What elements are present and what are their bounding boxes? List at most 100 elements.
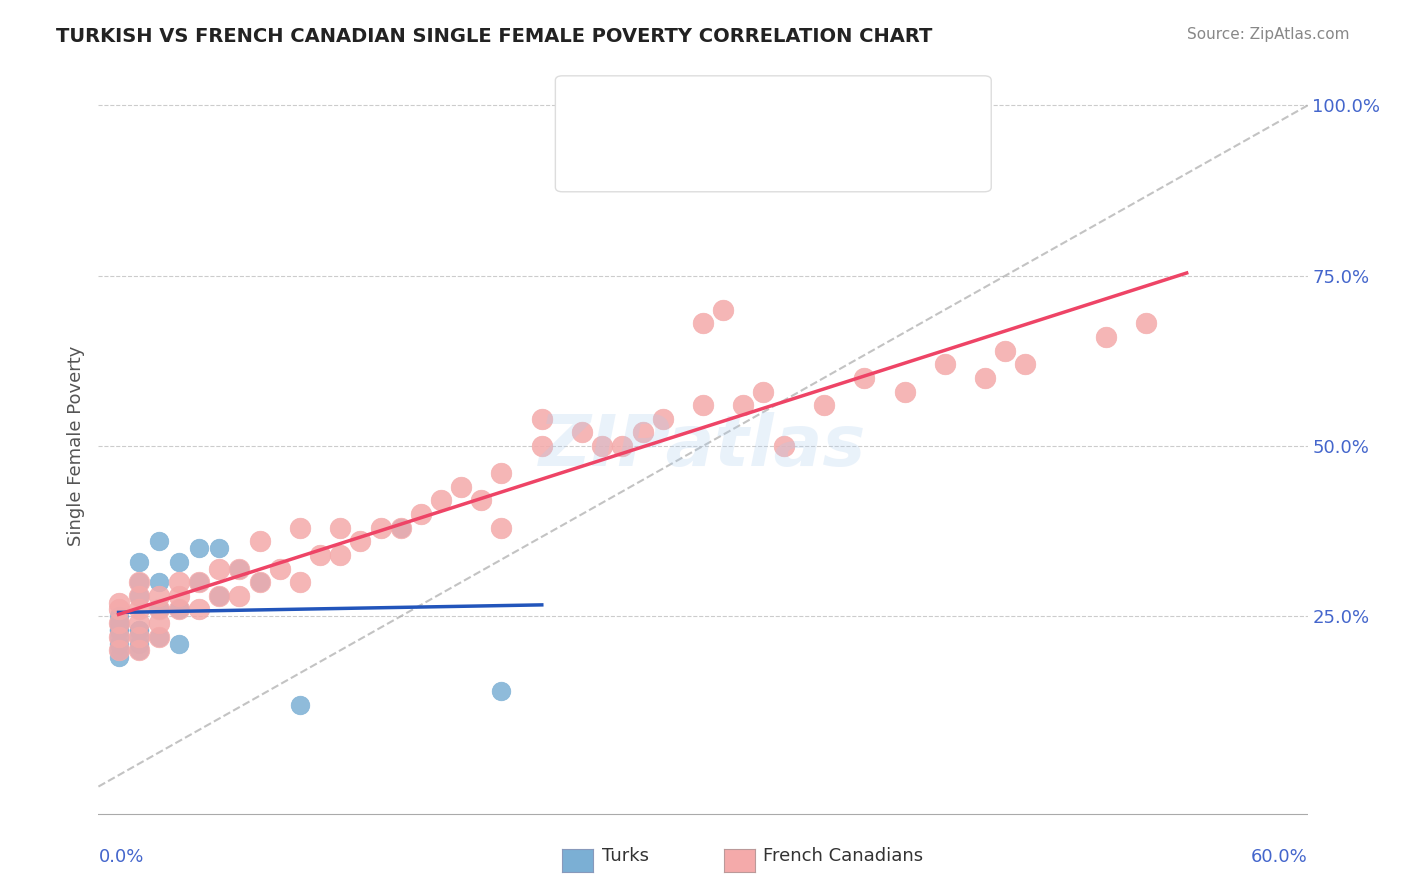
Point	[208, 541, 231, 556]
Point	[631, 425, 654, 440]
Point	[107, 643, 129, 657]
Point	[269, 561, 291, 575]
Point	[813, 398, 835, 412]
Point	[491, 467, 513, 481]
Point	[148, 575, 170, 590]
Point	[107, 616, 129, 631]
Point	[249, 534, 271, 549]
Text: Turks: Turks	[602, 847, 648, 865]
Point	[167, 636, 190, 650]
Point	[612, 439, 634, 453]
Point	[128, 623, 150, 637]
Point	[370, 521, 392, 535]
Point	[148, 630, 170, 644]
Text: R = 0.523    N = 63: R = 0.523 N = 63	[626, 149, 801, 167]
Point	[128, 623, 150, 637]
Y-axis label: Single Female Poverty: Single Female Poverty	[66, 346, 84, 546]
Point	[107, 630, 129, 644]
Point	[288, 698, 311, 712]
Text: 60.0%: 60.0%	[1251, 848, 1308, 866]
Point	[107, 650, 129, 665]
Point	[228, 561, 250, 575]
Point	[107, 616, 129, 631]
Point	[692, 317, 714, 331]
Point	[128, 616, 150, 631]
Point	[692, 398, 714, 412]
Point	[934, 357, 956, 371]
Point	[389, 521, 412, 535]
Text: French Canadians: French Canadians	[763, 847, 924, 865]
Point	[228, 589, 250, 603]
Point	[409, 507, 432, 521]
Point	[228, 561, 250, 575]
Point	[128, 636, 150, 650]
Point	[389, 521, 412, 535]
Point	[974, 371, 997, 385]
Point	[107, 643, 129, 657]
Point	[733, 398, 755, 412]
Point	[249, 575, 271, 590]
Point	[107, 596, 129, 610]
Point	[188, 575, 211, 590]
Point	[128, 630, 150, 644]
Point	[853, 371, 876, 385]
Point	[329, 548, 352, 562]
Point	[107, 623, 129, 637]
Point	[107, 616, 129, 631]
Point	[430, 493, 453, 508]
Point	[107, 636, 129, 650]
Point	[167, 602, 190, 616]
Point	[752, 384, 775, 399]
Point	[309, 548, 332, 562]
Text: TURKISH VS FRENCH CANADIAN SINGLE FEMALE POVERTY CORRELATION CHART: TURKISH VS FRENCH CANADIAN SINGLE FEMALE…	[56, 27, 932, 45]
Point	[1135, 317, 1157, 331]
Point	[288, 575, 311, 590]
Point	[107, 609, 129, 624]
Point	[491, 521, 513, 535]
Point	[167, 589, 190, 603]
Point	[711, 302, 734, 317]
Point	[288, 521, 311, 535]
Point	[148, 602, 170, 616]
Point	[188, 575, 211, 590]
Text: Source: ZipAtlas.com: Source: ZipAtlas.com	[1187, 27, 1350, 42]
Point	[188, 602, 211, 616]
Point	[188, 541, 211, 556]
Point	[128, 589, 150, 603]
Point	[128, 602, 150, 616]
Point	[167, 602, 190, 616]
Point	[107, 630, 129, 644]
Point	[349, 534, 371, 549]
Point	[591, 439, 613, 453]
Point	[772, 439, 794, 453]
Point	[107, 602, 129, 616]
Point	[148, 602, 170, 616]
Point	[128, 555, 150, 569]
Text: R = 0.312    N = 33: R = 0.312 N = 33	[626, 105, 801, 123]
Text: 0.0%: 0.0%	[98, 848, 143, 866]
Point	[167, 575, 190, 590]
Point	[994, 343, 1017, 358]
Point	[167, 555, 190, 569]
Point	[208, 561, 231, 575]
Point	[128, 589, 150, 603]
Point	[491, 684, 513, 698]
Point	[148, 534, 170, 549]
Point	[530, 439, 553, 453]
Point	[1095, 330, 1118, 344]
Text: ZIPatlas: ZIPatlas	[540, 411, 866, 481]
Point	[208, 589, 231, 603]
Point	[128, 575, 150, 590]
Point	[128, 643, 150, 657]
Point	[208, 589, 231, 603]
Point	[1014, 357, 1036, 371]
Point	[107, 623, 129, 637]
Point	[470, 493, 492, 508]
Point	[651, 411, 673, 425]
Point	[128, 643, 150, 657]
Point	[128, 630, 150, 644]
Point	[530, 411, 553, 425]
Point	[148, 589, 170, 603]
Point	[329, 521, 352, 535]
Point	[148, 616, 170, 631]
